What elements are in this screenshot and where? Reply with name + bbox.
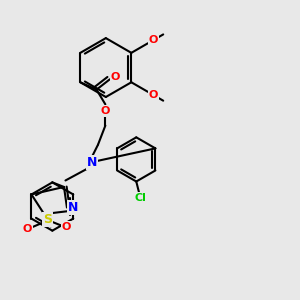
Text: O: O: [61, 222, 71, 232]
Text: O: O: [110, 72, 120, 82]
Text: O: O: [149, 90, 158, 100]
Text: O: O: [101, 106, 110, 116]
Text: O: O: [23, 224, 32, 234]
Text: N: N: [68, 201, 79, 214]
Text: S: S: [43, 213, 52, 226]
Text: N: N: [87, 156, 97, 169]
Text: Cl: Cl: [135, 193, 147, 203]
Text: O: O: [149, 35, 158, 45]
